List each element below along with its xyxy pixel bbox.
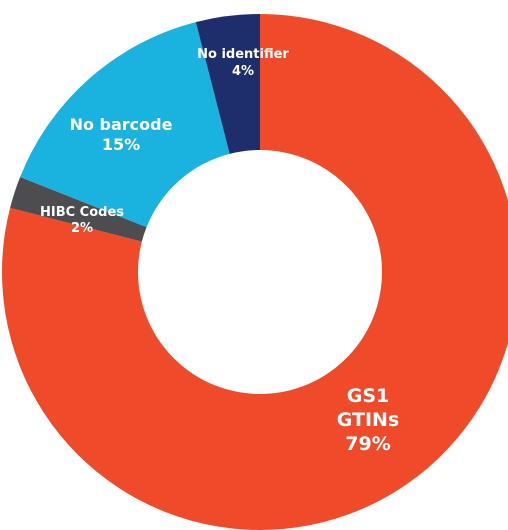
data-label-value: 2%: [71, 221, 93, 236]
donut-labels: GS1 GTINs 79% HIBC Codes 2% No barcode 15% No i…: [40, 47, 399, 455]
slice-no-barcode: [20, 22, 230, 228]
data-label-value: 79%: [345, 433, 390, 455]
slice-gs1-gtins: [2, 14, 508, 530]
data-label-name: No identifier: [197, 47, 289, 62]
label-no-identifier: No identifier 4%: [197, 47, 289, 79]
data-label-value: 4%: [232, 64, 254, 79]
data-label-name: GTINs: [337, 409, 400, 431]
label-hibc-codes: HIBC Codes 2%: [40, 205, 124, 236]
slice-no-identifier: [195, 14, 260, 154]
donut-slices: [2, 14, 508, 530]
data-label-name: No barcode: [70, 115, 173, 134]
data-label-name: GS1: [347, 385, 390, 407]
data-label-value: 15%: [102, 135, 140, 154]
label-gs1-gtins: GS1 GTINs 79%: [337, 385, 400, 455]
data-label-name: HIBC Codes: [40, 205, 124, 220]
slice-hibc-codes: [10, 177, 147, 242]
label-no-barcode: No barcode 15%: [70, 115, 173, 154]
